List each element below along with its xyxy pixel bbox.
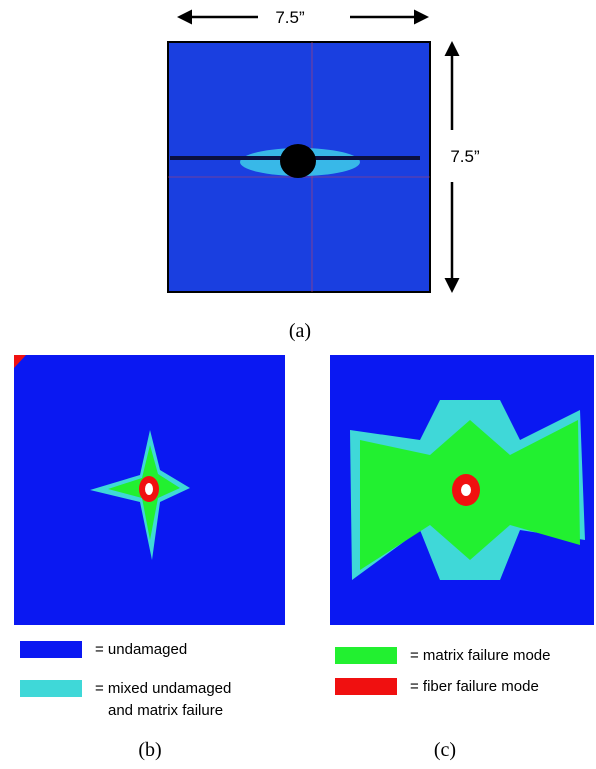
legend-label: = undamaged: [95, 641, 187, 658]
legend-swatch: [335, 647, 397, 664]
caption: (a): [289, 320, 311, 342]
panel-c: (c): [330, 355, 594, 761]
legend: = undamaged = mixed undamaged and matrix f…: [20, 641, 550, 719]
legend-label: and matrix failure: [108, 702, 223, 719]
legend-swatch: [20, 680, 82, 697]
hole: [461, 484, 471, 496]
legend-label: = matrix failure mode: [410, 647, 550, 664]
legend-swatch: [335, 678, 397, 695]
dimension-label: 7.5”: [450, 147, 480, 166]
legend-label: = mixed undamaged: [95, 680, 231, 697]
panel-b: (b): [14, 355, 285, 761]
legend-label: = fiber failure mode: [410, 678, 539, 695]
dimension-label: 7.5”: [275, 8, 305, 27]
figure: 7.5” 7.5” (a) (b) (c) = undamaged = mixed…: [0, 0, 596, 769]
legend-swatch: [20, 641, 82, 658]
impact-hole: [280, 144, 316, 178]
caption: (c): [434, 739, 456, 761]
hole: [145, 483, 153, 495]
panel-a: 7.5” 7.5” (a): [168, 8, 480, 342]
caption: (b): [138, 739, 161, 761]
